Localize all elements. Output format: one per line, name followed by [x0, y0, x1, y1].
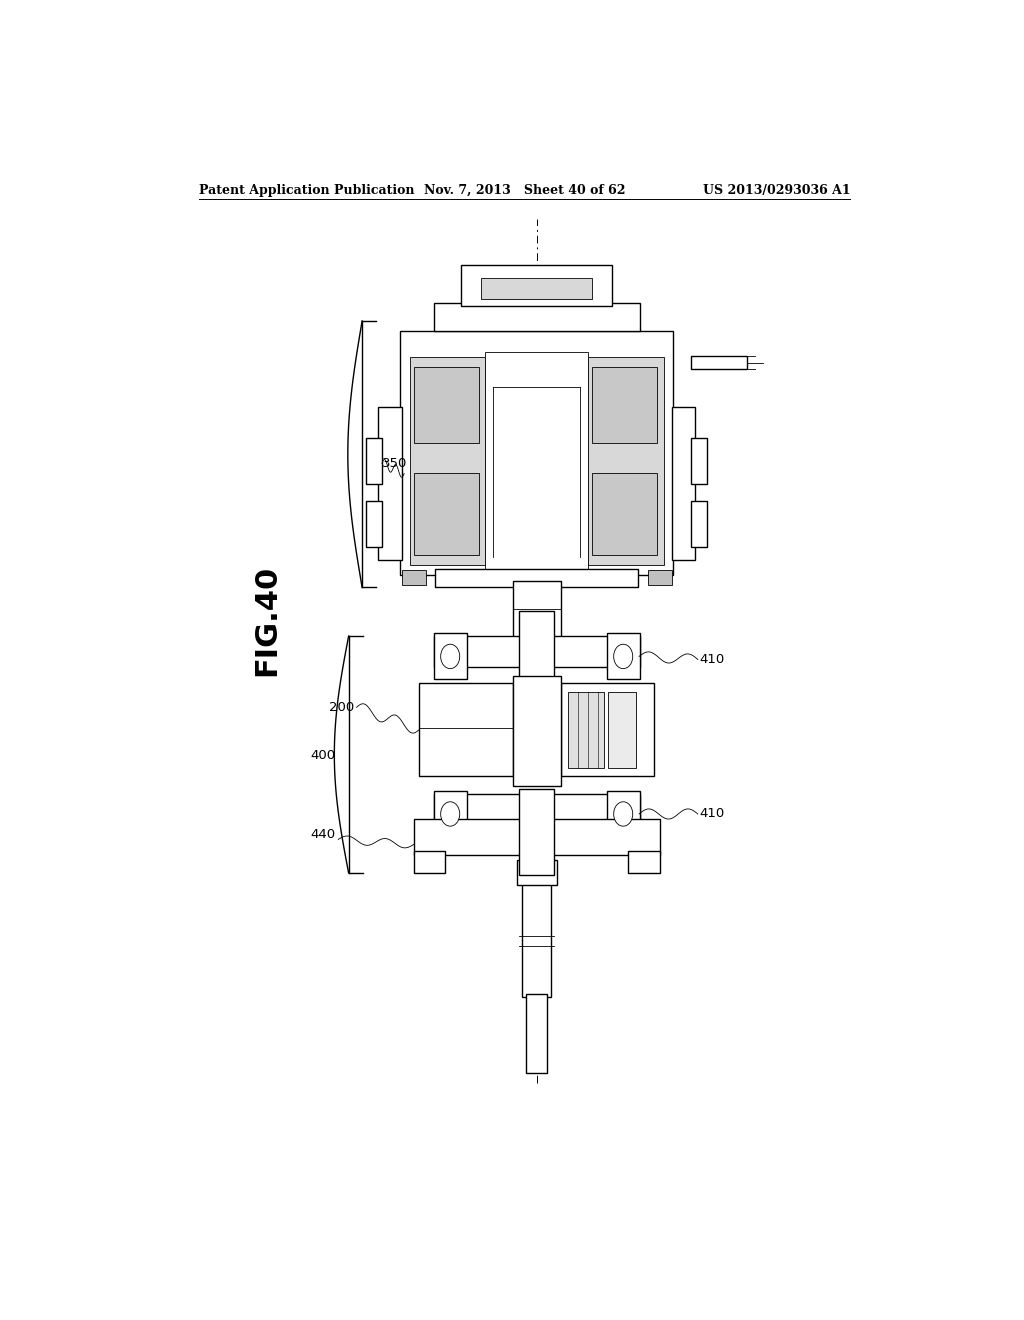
Bar: [410, 356, 485, 565]
Text: 200: 200: [329, 701, 354, 714]
Bar: [433, 791, 467, 837]
Bar: [672, 408, 695, 560]
Bar: [433, 636, 640, 667]
Text: FIG.40: FIG.40: [252, 565, 282, 676]
Bar: [513, 581, 560, 639]
Bar: [481, 279, 592, 298]
Text: 400: 400: [311, 748, 336, 762]
Bar: [519, 611, 554, 686]
Bar: [367, 500, 382, 546]
Circle shape: [613, 644, 633, 669]
Text: 410: 410: [699, 653, 725, 667]
Bar: [691, 438, 708, 483]
Bar: [462, 265, 612, 306]
Bar: [608, 692, 636, 768]
Bar: [378, 408, 401, 560]
Bar: [691, 355, 748, 368]
Bar: [588, 356, 664, 565]
Text: 410: 410: [699, 808, 725, 821]
Bar: [592, 474, 657, 554]
Bar: [592, 367, 657, 444]
Bar: [414, 818, 659, 854]
Text: Patent Application Publication: Patent Application Publication: [200, 183, 415, 197]
Bar: [648, 570, 672, 585]
Circle shape: [440, 801, 460, 826]
Bar: [560, 682, 654, 776]
Bar: [691, 500, 708, 546]
Bar: [414, 850, 445, 873]
Text: Nov. 7, 2013   Sheet 40 of 62: Nov. 7, 2013 Sheet 40 of 62: [424, 183, 626, 197]
Circle shape: [613, 801, 633, 826]
Text: US 2013/0293036 A1: US 2013/0293036 A1: [702, 183, 850, 197]
Bar: [526, 994, 547, 1073]
Bar: [433, 302, 640, 331]
Bar: [568, 692, 604, 768]
Bar: [367, 438, 382, 483]
Circle shape: [440, 644, 460, 669]
Bar: [401, 570, 426, 585]
Bar: [400, 331, 673, 576]
Bar: [628, 850, 659, 873]
Text: 350: 350: [382, 457, 408, 470]
Bar: [519, 788, 554, 875]
Bar: [414, 367, 479, 444]
Bar: [485, 351, 588, 570]
Bar: [606, 791, 640, 837]
Bar: [414, 474, 479, 554]
Bar: [522, 870, 551, 997]
Bar: [517, 859, 557, 886]
Text: 440: 440: [311, 828, 336, 841]
Bar: [435, 569, 638, 587]
Bar: [606, 634, 640, 678]
Bar: [433, 793, 640, 824]
Bar: [513, 676, 560, 785]
Bar: [419, 682, 513, 776]
Bar: [433, 634, 467, 678]
